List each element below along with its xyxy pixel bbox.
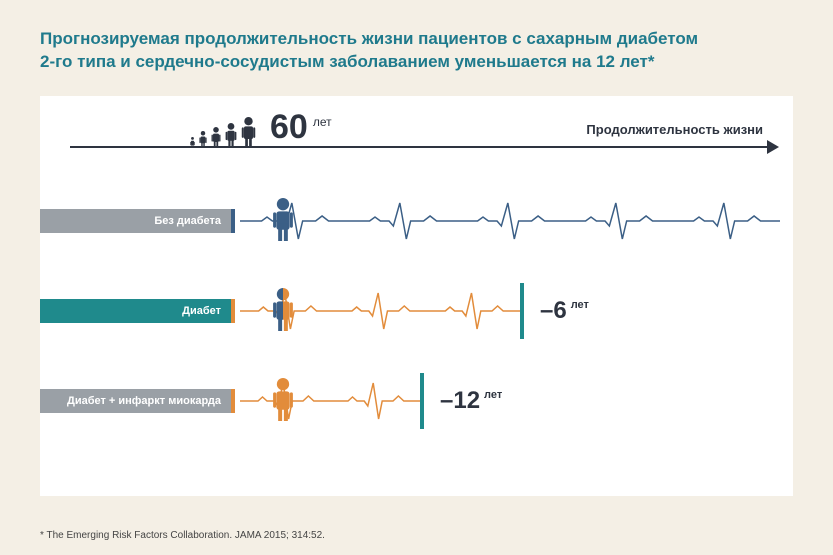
- delta-unit: лет: [571, 299, 589, 311]
- delta-label: –6 лет: [540, 297, 589, 325]
- row-label: Диабет + инфаркт миокарда: [40, 389, 235, 413]
- chart-panel: 60 лет Продолжительность жизни Без диабе…: [40, 96, 793, 496]
- end-bar: [520, 283, 524, 339]
- row-label: Без диабета: [40, 209, 235, 233]
- age-marker: 60 лет: [270, 108, 330, 147]
- axis-line: [70, 146, 773, 148]
- person-icon: [272, 377, 294, 426]
- data-row: Без диабета: [40, 181, 793, 271]
- people-growing-icon: [190, 116, 256, 146]
- delta-unit: лет: [484, 389, 502, 401]
- age-value: 60: [270, 108, 308, 147]
- axis-arrow-icon: [767, 140, 779, 154]
- row-label: Диабет: [40, 299, 235, 323]
- data-row: Диабет –6 лет: [40, 271, 793, 361]
- delta-value: –6: [540, 297, 567, 325]
- rows-container: Без диабета Диабет –6летДиабет + инфаркт…: [40, 181, 793, 451]
- delta-value: –12: [440, 387, 480, 415]
- title-line-2: 2-го типа и сердечно-сосудистым заболава…: [40, 52, 654, 71]
- ecg-line: [240, 201, 780, 241]
- axis-label: Продолжительность жизни: [586, 122, 763, 137]
- person-icon: [272, 287, 294, 336]
- age-unit: лет: [313, 115, 332, 129]
- data-row: Диабет + инфаркт миокарда –12 лет: [40, 361, 793, 451]
- title-line-1: Прогнозируемая продолжительность жизни п…: [40, 29, 698, 48]
- person-icon: [272, 197, 294, 246]
- page-title: Прогнозируемая продолжительность жизни п…: [40, 28, 793, 74]
- footnote: * The Emerging Risk Factors Collaboratio…: [40, 530, 325, 541]
- end-bar: [420, 373, 424, 429]
- delta-label: –12 лет: [440, 387, 502, 415]
- ecg-line: [240, 381, 420, 421]
